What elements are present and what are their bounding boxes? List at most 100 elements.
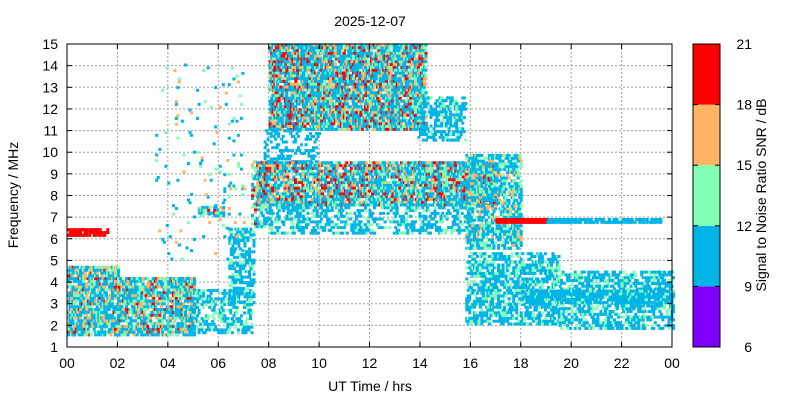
snr-cell: [95, 308, 99, 311]
snr-cell: [190, 330, 193, 334]
snr-cell: [423, 124, 427, 128]
snr-cell: [419, 65, 423, 69]
snr-cell: [351, 122, 355, 126]
snr-cell: [323, 119, 327, 123]
snr-cell: [320, 110, 324, 114]
snr-cell: [229, 250, 233, 254]
snr-cell: [122, 296, 125, 300]
snr-cell: [167, 279, 171, 283]
snr-cell: [123, 324, 127, 328]
snr-cell: [171, 322, 175, 326]
snr-cell: [330, 74, 334, 78]
snr-cell: [269, 134, 273, 138]
snr-cell: [424, 57, 428, 61]
snr-cell: [398, 43, 402, 47]
snr-cell: [332, 96, 336, 100]
snr-cell: [315, 94, 319, 97]
snr-cell: [287, 149, 291, 152]
snr-cell: [357, 105, 361, 109]
snr-cell: [356, 43, 360, 47]
snr-cell: [362, 124, 366, 128]
snr-cell: [85, 296, 89, 300]
snr-cell: [403, 94, 407, 97]
snr-cell: [289, 54, 293, 58]
snr-cell: [190, 308, 193, 311]
snr-cell: [326, 94, 330, 97]
snr-cell: [208, 328, 212, 332]
snr-cell: [190, 333, 193, 337]
snr-cell: [429, 130, 433, 134]
snr-cell: [301, 102, 305, 106]
snr-cell: [182, 333, 186, 337]
snr-cell: [120, 299, 124, 303]
snr-cell: [410, 124, 414, 128]
snr-cell: [135, 333, 139, 337]
snr-cell: [305, 102, 308, 106]
snr-cell: [249, 314, 252, 318]
snr-cell: [418, 74, 422, 78]
snr-cell: [115, 305, 119, 309]
snr-cell: [333, 102, 337, 106]
snr-cell: [266, 200, 270, 204]
snr-cell: [107, 282, 111, 286]
snr-cell: [140, 296, 144, 300]
snr-cell: [338, 51, 342, 55]
snr-cell: [277, 110, 281, 114]
snr-cell: [283, 129, 287, 133]
snr-cell: [95, 324, 99, 328]
snr-cell: [271, 57, 275, 61]
snr-cell: [221, 328, 225, 332]
snr-cell: [107, 279, 111, 283]
snr-cell: [403, 51, 407, 55]
snr-cell: [200, 328, 204, 332]
snr-cell: [205, 297, 209, 301]
snr-cell: [168, 313, 172, 317]
snr-cell: [251, 197, 254, 200]
snr-cell: [277, 122, 281, 126]
snr-cell: [398, 63, 402, 66]
snr-cell: [193, 327, 196, 331]
snr-cell: [464, 138, 468, 142]
snr-cell: [301, 151, 305, 155]
snr-cell: [97, 308, 101, 311]
snr-cell: [353, 43, 357, 47]
snr-cell: [338, 113, 342, 117]
snr-cell: [400, 122, 404, 126]
snr-cell: [335, 65, 339, 69]
snr-cell: [374, 119, 378, 123]
snr-cell: [205, 314, 209, 318]
snr-cell: [223, 319, 227, 323]
snr-cell: [161, 319, 165, 323]
snr-cell: [184, 327, 187, 331]
snr-cell: [276, 94, 280, 97]
snr-cell: [333, 60, 337, 64]
snr-cell: [289, 110, 293, 114]
snr-cell: [252, 230, 256, 234]
snr-cell: [291, 94, 295, 97]
snr-cell: [422, 77, 426, 81]
snr-cell: [422, 60, 426, 64]
snr-cell: [338, 49, 342, 52]
snr-cell: [459, 107, 463, 111]
snr-cell: [367, 60, 370, 64]
snr-cell: [301, 127, 305, 131]
snr-cell: [177, 294, 181, 297]
snr-cell: [456, 133, 460, 136]
snr-cell: [462, 96, 466, 100]
snr-cell: [398, 85, 402, 89]
snr-cell: [238, 230, 242, 234]
snr-cell: [398, 71, 402, 75]
snr-cell: [362, 65, 366, 69]
snr-cell: [301, 105, 305, 109]
snr-cell: [73, 330, 76, 334]
snr-cell: [326, 108, 330, 112]
snr-cell: [100, 274, 104, 278]
snr-cell: [232, 303, 236, 307]
snr-cell: [252, 250, 256, 254]
snr-cell: [134, 294, 138, 297]
snr-cell: [240, 264, 244, 268]
snr-cell: [314, 85, 317, 89]
snr-cell: [135, 308, 139, 311]
snr-cell: [354, 74, 358, 78]
snr-cell: [304, 149, 308, 152]
